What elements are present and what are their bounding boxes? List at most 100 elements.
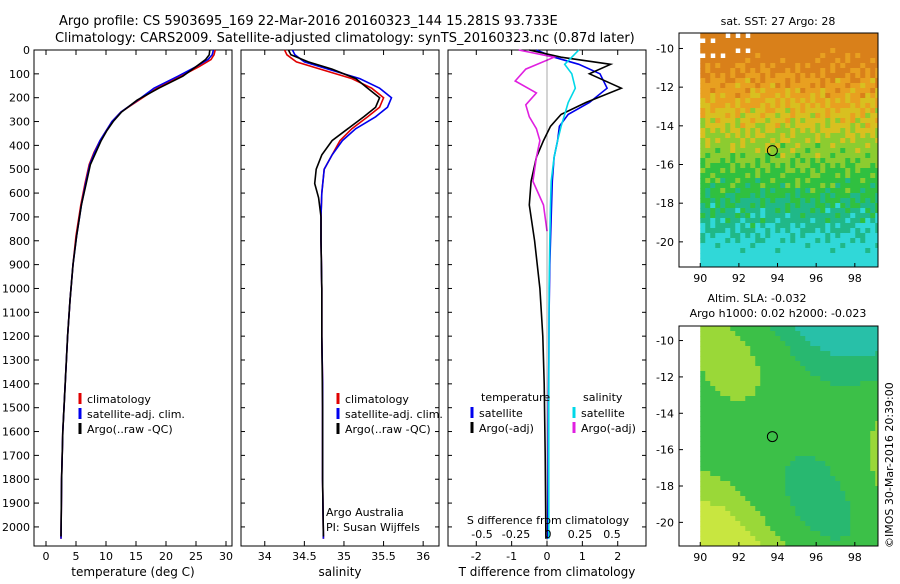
y-tick-label: 1800 [2, 473, 30, 486]
legend-label: satellite-adj. clim. [87, 408, 185, 421]
map-y-tick-label: -18 [656, 480, 674, 493]
map-x-tick-label: 90 [693, 551, 707, 564]
map-x-tick-label: 98 [848, 551, 862, 564]
argo-line [60, 49, 211, 537]
map-title: Altim. SLA: -0.032 [707, 292, 806, 305]
x-tick-label: 5 [73, 550, 80, 563]
top-tick-label: 0 [545, 528, 552, 541]
legend-title: salinity [583, 391, 623, 404]
top-tick-label: -0.25 [502, 528, 530, 541]
map-y-tick-label: -20 [656, 516, 674, 529]
map-x-tick-label: 94 [771, 551, 785, 564]
map-border [678, 325, 879, 547]
map-y-tick-label: -16 [656, 159, 674, 172]
t-argo-line [528, 49, 624, 539]
y-tick-label: 1700 [2, 449, 30, 462]
map-y-tick-label: -14 [656, 120, 674, 133]
sst-map: 90 92 94 96 98 -10 -12 -14 -16 -18 -20 sat. SST: 27… [656, 15, 879, 285]
x-tick-label: 1 [579, 550, 586, 563]
map-border [678, 32, 879, 268]
map-x-tick-label: 96 [809, 551, 823, 564]
top-axis-label: S difference from climatology [467, 514, 630, 527]
annotation-line: Argo Australia [326, 506, 404, 519]
y-tick-label: 100 [9, 68, 30, 81]
map-field [700, 33, 878, 267]
top-tick-label: -0.5 [471, 528, 492, 541]
map-x-tick-label: 94 [771, 272, 785, 285]
x-tick-label: 15 [129, 550, 143, 563]
map-y-tick-label: -16 [656, 444, 674, 457]
y-tick-label: 200 [9, 92, 30, 105]
top-tick-label: 0.25 [568, 528, 593, 541]
temperature-panel: 0 5 10 15 20 25 300100200300400500600700800900… [2, 44, 233, 579]
s-argo-line [513, 49, 557, 232]
legend-label: climatology [345, 393, 409, 406]
annotation-line: PI: Susan Wijffels [326, 521, 420, 534]
figure-title-line2: Climatology: CARS2009. Satellite-adjuste… [55, 31, 635, 46]
legend-label: satellite [581, 407, 625, 420]
x-tick-label: 20 [159, 550, 173, 563]
x-tick-label: 35 [337, 550, 351, 563]
legend-label: Argo(-adj) [479, 422, 534, 435]
map-x-tick-label: 92 [732, 272, 746, 285]
y-tick-label: 1200 [2, 330, 30, 343]
y-tick-label: 2000 [2, 521, 30, 534]
sla-map: 90 92 94 96 98 -10 -12 -14 -16 -18 -20 Altim. SLA: … [656, 292, 879, 564]
map-y-tick-label: -12 [656, 371, 674, 384]
x-tick-label: 0 [43, 550, 50, 563]
map-y-tick-label: -12 [656, 81, 674, 94]
s-satellite-line [548, 49, 580, 539]
x-tick-label: 36 [416, 550, 430, 563]
legend-label: satellite [479, 407, 523, 420]
x-axis-label: T difference from climatology [458, 565, 636, 579]
map-title: sat. SST: 27 Argo: 28 [721, 15, 836, 28]
x-tick-label: 34.5 [292, 550, 317, 563]
x-tick-label: 35.5 [371, 550, 396, 563]
x-axis-label: temperature (deg C) [71, 565, 194, 579]
y-tick-label: 600 [9, 187, 30, 200]
plot-frame [240, 49, 440, 547]
map-field [700, 326, 878, 546]
x-tick-label: 30 [219, 550, 233, 563]
y-tick-label: 300 [9, 116, 30, 129]
map-y-tick-label: -14 [656, 407, 674, 420]
x-axis-label: salinity [318, 565, 361, 579]
map-x-tick-label: 90 [693, 272, 707, 285]
x-tick-label: -2 [471, 550, 482, 563]
y-tick-label: 1000 [2, 282, 30, 295]
map-y-tick-label: -18 [656, 197, 674, 210]
x-tick-label: 10 [99, 550, 113, 563]
x-tick-label: 25 [189, 550, 203, 563]
map-y-tick-label: -20 [656, 236, 674, 249]
y-tick-label: 0 [23, 44, 30, 57]
map-y-tick-label: -10 [656, 335, 674, 348]
y-tick-label: 1400 [2, 378, 30, 391]
map-x-tick-label: 98 [848, 272, 862, 285]
argo-location-marker [766, 145, 778, 157]
y-tick-label: 1500 [2, 402, 30, 415]
legend-label: Argo(-adj) [581, 422, 636, 435]
y-tick-label: 900 [9, 259, 30, 272]
x-tick-label: 2 [614, 550, 621, 563]
x-tick-label: 34 [258, 550, 272, 563]
y-tick-label: 400 [9, 139, 30, 152]
figure-title-line1: Argo profile: CS 5903695_169 22-Mar-2016… [59, 14, 558, 29]
map-y-tick-label: -10 [656, 42, 674, 55]
legend-label: climatology [87, 393, 151, 406]
map-x-tick-label: 92 [732, 551, 746, 564]
y-tick-label: 1600 [2, 426, 30, 439]
legend-label: Argo(..raw -QC) [345, 423, 431, 436]
map-subtitle: Argo h1000: 0.02 h2000: -0.023 [690, 307, 867, 320]
map-x-tick-label: 96 [809, 272, 823, 285]
top-tick-label: 0.5 [603, 528, 621, 541]
argo-line [287, 49, 381, 537]
y-tick-label: 1900 [2, 497, 30, 510]
legend-title: temperature [481, 391, 550, 404]
y-tick-label: 1300 [2, 354, 30, 367]
legend-label: Argo(..raw -QC) [87, 423, 173, 436]
imos-side-label: ©IMOS 30-Mar-2016 20:39:00 [883, 382, 896, 548]
plot-frame [33, 49, 233, 547]
x-tick-label: -1 [506, 550, 517, 563]
y-tick-label: 700 [9, 211, 30, 224]
x-tick-label: 0 [544, 550, 551, 563]
